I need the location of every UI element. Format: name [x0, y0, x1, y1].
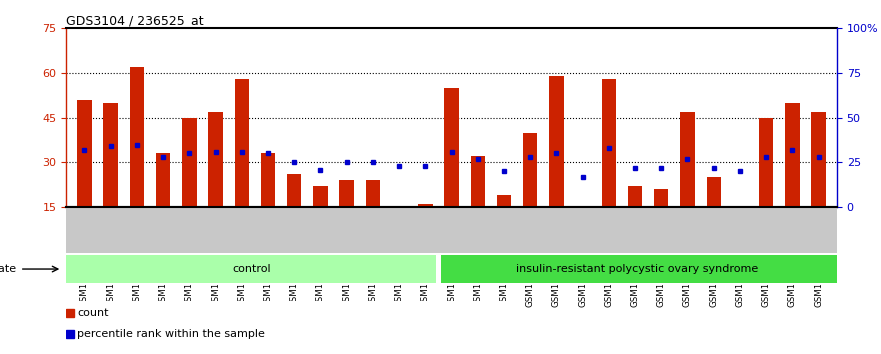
Bar [418, 204, 433, 207]
Bar [440, 255, 837, 283]
Bar [339, 180, 354, 207]
Text: control: control [233, 264, 271, 274]
Bar [103, 103, 118, 207]
Text: percentile rank within the sample: percentile rank within the sample [78, 329, 265, 339]
Bar [78, 100, 92, 207]
Bar [707, 177, 721, 207]
Bar [314, 186, 328, 207]
Bar [66, 255, 436, 283]
Bar [234, 79, 249, 207]
Text: disease state: disease state [0, 264, 16, 274]
Bar [444, 88, 459, 207]
Bar [759, 118, 774, 207]
Bar [208, 112, 223, 207]
Bar [785, 103, 800, 207]
Bar [523, 133, 537, 207]
Bar [628, 186, 642, 207]
Bar [654, 189, 669, 207]
Bar [156, 154, 170, 207]
Bar [182, 118, 196, 207]
Bar [602, 79, 616, 207]
Bar [680, 112, 695, 207]
Bar [497, 195, 511, 207]
Bar [549, 76, 564, 207]
Text: insulin-resistant polycystic ovary syndrome: insulin-resistant polycystic ovary syndr… [516, 264, 759, 274]
Bar [470, 156, 485, 207]
Bar [130, 67, 144, 207]
Bar [261, 154, 275, 207]
Text: GDS3104 / 236525_at: GDS3104 / 236525_at [66, 14, 204, 27]
Bar [287, 174, 301, 207]
Text: count: count [78, 308, 108, 318]
Bar [811, 112, 825, 207]
Bar [366, 180, 380, 207]
